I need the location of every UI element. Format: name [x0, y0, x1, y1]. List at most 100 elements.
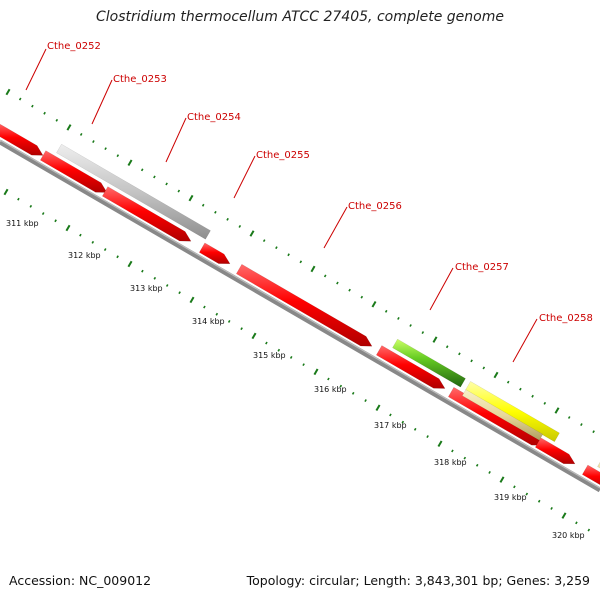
minor-tick [336, 281, 339, 285]
minor-tick [525, 492, 529, 496]
minor-tick [277, 348, 281, 352]
minor-tick [178, 291, 181, 295]
minor-tick [506, 380, 510, 384]
minor-tick [214, 210, 217, 214]
kbp-label-320: 320 kbp [552, 531, 585, 540]
minor-tick [323, 274, 327, 278]
minor-tick [531, 394, 534, 398]
minor-tick [55, 118, 59, 122]
gene-label-cthe-0255: Cthe_0255 [256, 150, 310, 161]
minor-tick [153, 276, 157, 280]
callout-line-cthe-0258 [512, 318, 538, 363]
map-title: Clostridium thermocellum ATCC 27405, com… [96, 9, 504, 25]
major-tick [3, 188, 9, 196]
major-tick [127, 260, 133, 268]
minor-tick [445, 345, 449, 349]
gene-arrow-9 [581, 464, 600, 486]
kbp-label-311: 311 kbp [6, 219, 39, 228]
gene-label-cthe-0253: Cthe_0253 [113, 74, 167, 85]
callout-line-cthe-0252 [25, 48, 47, 91]
outer-tick-track [5, 88, 595, 434]
minor-tick [592, 430, 595, 434]
minor-tick [116, 154, 120, 158]
minor-tick [54, 219, 57, 223]
minor-tick [384, 309, 388, 313]
minor-tick [227, 320, 231, 323]
minor-tick [262, 239, 266, 243]
accession-text: Accession: NC_009012 [9, 573, 152, 588]
kbp-label-318: 318 kbp [434, 458, 467, 467]
minor-tick [287, 253, 290, 257]
major-tick [375, 404, 381, 412]
major-tick [251, 332, 257, 340]
minor-tick [360, 295, 364, 299]
minor-tick [203, 305, 206, 309]
major-tick [188, 194, 194, 202]
callout-line-cthe-0255 [233, 155, 256, 199]
minor-tick [17, 197, 20, 201]
minor-tick [91, 240, 95, 244]
minor-tick [275, 246, 278, 250]
minor-tick [153, 175, 156, 179]
major-tick [249, 230, 255, 237]
gene-block-cthe-0258-shadow [461, 389, 544, 441]
major-tick [493, 371, 499, 379]
major-tick [5, 88, 11, 96]
minor-tick [226, 217, 229, 221]
minor-tick [413, 427, 417, 431]
major-tick [371, 300, 377, 308]
minor-tick [327, 377, 330, 381]
minor-tick [339, 384, 343, 388]
minor-tick [397, 317, 400, 320]
major-tick [432, 336, 438, 343]
gene-arrow-6 [375, 345, 446, 389]
major-tick [313, 368, 319, 376]
minor-tick [364, 399, 367, 402]
gene-arrow-2 [39, 150, 108, 193]
major-tick [310, 265, 316, 273]
minor-tick [79, 133, 83, 136]
minor-tick [265, 341, 268, 345]
gene-block-cthe-0253 [56, 143, 211, 240]
minor-tick [458, 352, 461, 356]
minor-tick [238, 225, 242, 228]
kbp-label-319: 319 kbp [494, 493, 527, 502]
minor-tick [165, 182, 168, 186]
callout-line-cthe-0256 [323, 206, 348, 249]
gene-arrow-3 [101, 186, 192, 242]
minor-tick [401, 420, 405, 424]
major-tick [499, 476, 505, 483]
minor-tick [348, 288, 351, 292]
minor-tick [18, 97, 22, 101]
major-tick [554, 407, 560, 414]
minor-tick [116, 255, 119, 259]
minor-tick [488, 471, 491, 474]
minor-tick [140, 168, 144, 172]
minor-tick [289, 356, 293, 359]
minor-tick [409, 324, 412, 327]
minor-tick [165, 284, 169, 287]
minor-tick [79, 233, 82, 237]
major-tick [66, 124, 72, 131]
minor-tick [299, 260, 303, 264]
gene-block-cthe-0257 [392, 338, 466, 388]
minor-tick [141, 269, 144, 273]
kbp-label-313: 313 kbp [130, 284, 163, 293]
genome-backbone-highlight [0, 139, 600, 489]
minor-tick [302, 363, 305, 367]
kbp-label-315: 315 kbp [253, 351, 286, 360]
minor-tick [451, 449, 454, 453]
minor-tick [29, 204, 33, 208]
minor-tick [351, 391, 355, 395]
minor-tick [567, 416, 571, 419]
minor-tick [543, 401, 547, 405]
gene-block-next [597, 461, 600, 469]
gene-label-cthe-0252: Cthe_0252 [47, 41, 101, 52]
genome-stats-text: Topology: circular; Length: 3,843,301 bp… [246, 573, 590, 588]
major-tick [437, 440, 443, 448]
gene-label-cthe-0254: Cthe_0254 [187, 112, 241, 123]
major-tick [189, 296, 195, 304]
minor-tick [587, 528, 591, 532]
gene-arrow-5 [235, 263, 373, 347]
